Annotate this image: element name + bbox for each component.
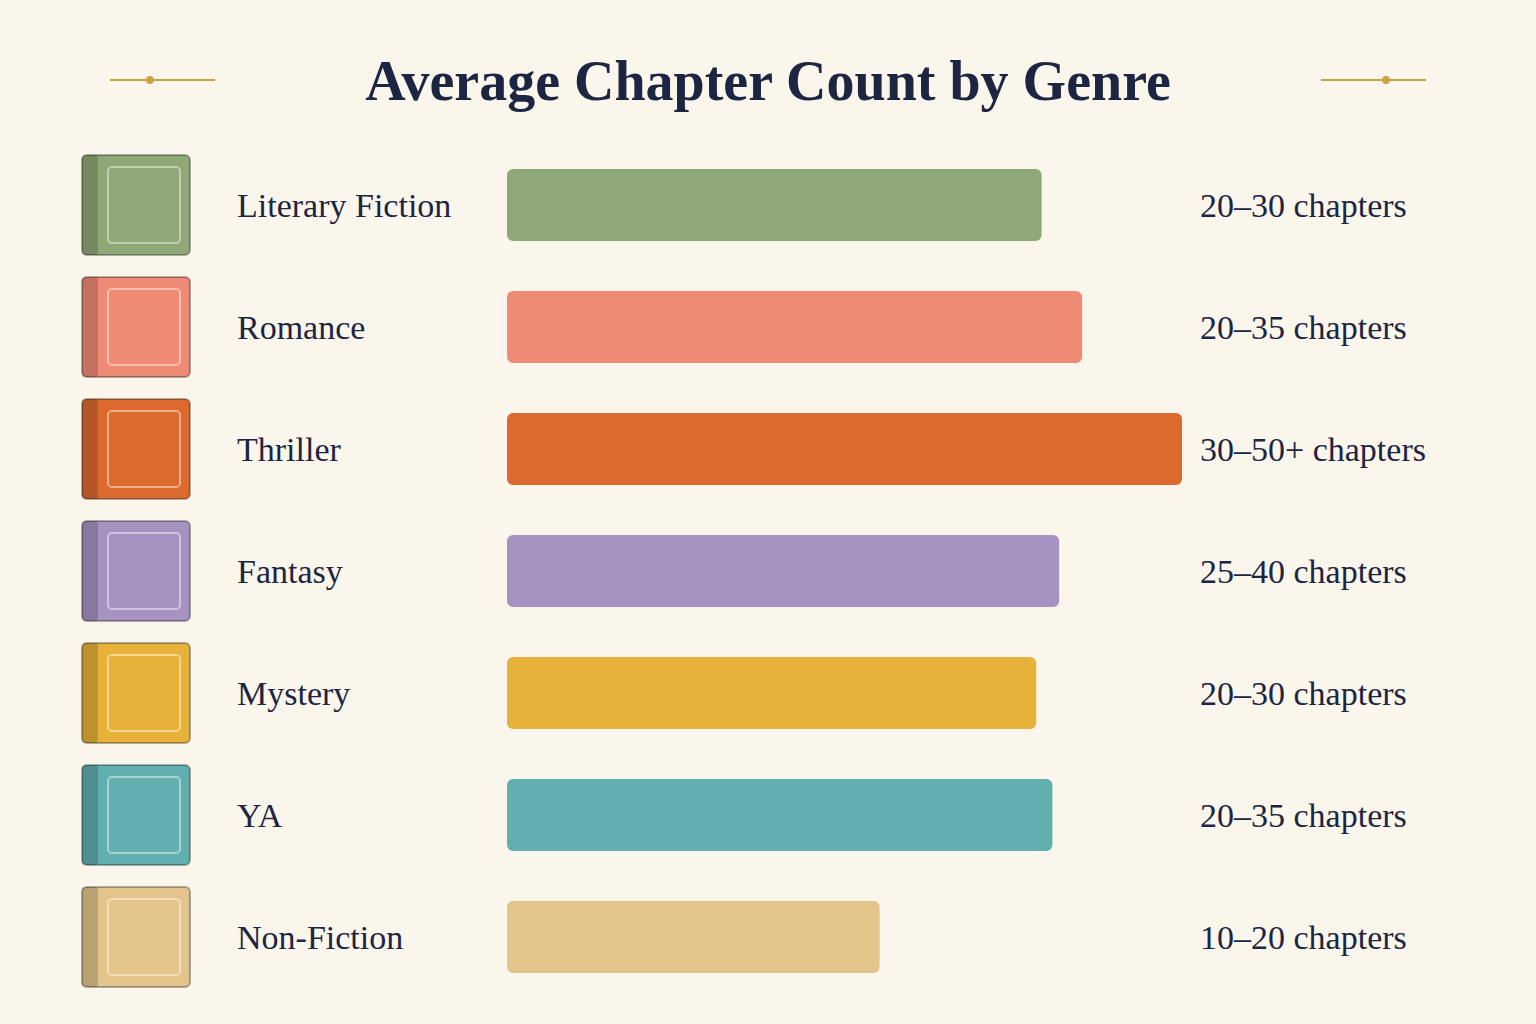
- svg-text:20–30 chapters: 20–30 chapters: [1200, 675, 1407, 712]
- svg-text:YA: YA: [237, 797, 283, 834]
- svg-text:Fantasy: Fantasy: [237, 553, 343, 590]
- svg-text:Non-Fiction: Non-Fiction: [237, 919, 403, 956]
- svg-text:20–35 chapters: 20–35 chapters: [1200, 309, 1407, 346]
- svg-text:Romance: Romance: [237, 309, 365, 346]
- svg-text:20–30 chapters: 20–30 chapters: [1200, 187, 1407, 224]
- svg-text:10–20 chapters: 10–20 chapters: [1200, 919, 1407, 956]
- svg-text:Mystery: Mystery: [237, 675, 350, 712]
- svg-text:Literary Fiction: Literary Fiction: [237, 187, 451, 224]
- svg-text:20–35 chapters: 20–35 chapters: [1200, 797, 1407, 834]
- svg-text:25–40 chapters: 25–40 chapters: [1200, 553, 1407, 590]
- svg-text:30–50+ chapters: 30–50+ chapters: [1200, 431, 1426, 468]
- svg-text:Average Chapter Count by Genre: Average Chapter Count by Genre: [365, 50, 1171, 112]
- svg-text:Thriller: Thriller: [237, 431, 342, 468]
